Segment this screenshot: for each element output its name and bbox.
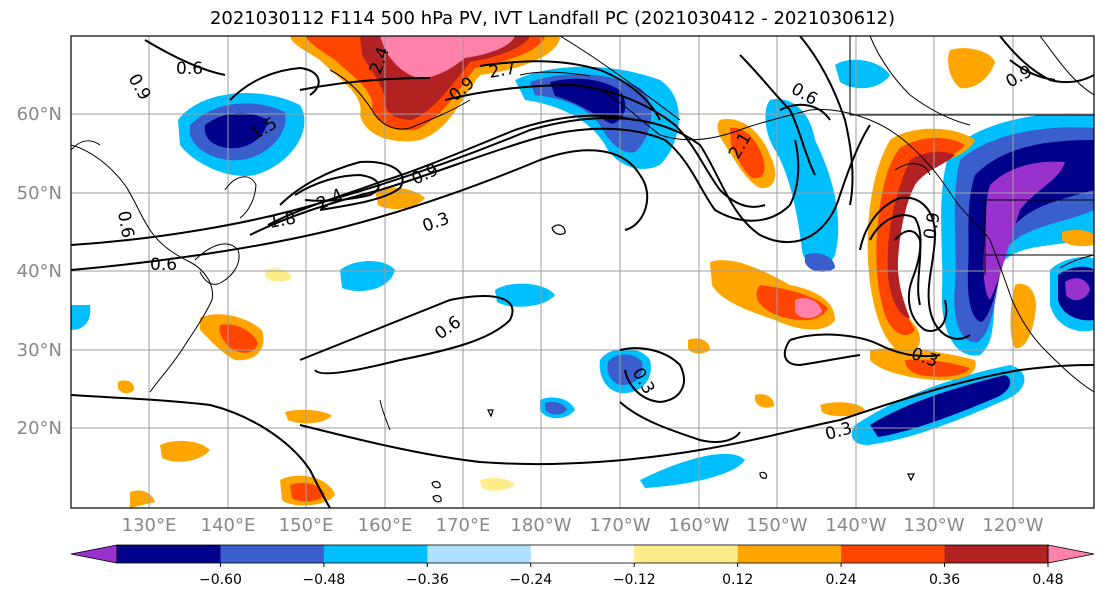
colorbar: −0.60 −0.48 −0.36 −0.24 −0.12 0.12 0.24 0.36 0.4…	[70, 544, 1095, 588]
map-title: 2021030112 F114 500 hPa PV, IVT Landfall…	[209, 8, 896, 29]
lon-label: 130°E	[122, 515, 177, 536]
lon-label: 130°W	[903, 515, 964, 536]
longitude-labels: 130°E 140°E 150°E 160°E 170°E 180°W 170°…	[122, 515, 1044, 536]
latitude-labels: 60°N 50°N 40°N 30°N 20°N	[17, 104, 62, 439]
pv-contours-thin	[559, 36, 931, 176]
positive-anomaly-fills	[118, 36, 1094, 508]
colorbar-swatch	[944, 545, 1049, 563]
contour-label: 0.6	[150, 255, 177, 275]
colorbar-tick-label: −0.24	[509, 572, 552, 588]
colorbar-swatch	[70, 544, 118, 564]
lon-label: 160°W	[668, 515, 729, 536]
lon-label: 170°E	[436, 515, 491, 536]
colorbar-tick-label: −0.60	[199, 572, 242, 588]
lat-label: 60°N	[17, 104, 62, 125]
colorbar-swatch	[841, 545, 946, 563]
colorbar-tick-label: −0.48	[302, 572, 345, 588]
coastlines	[71, 36, 1094, 431]
lon-label: 140°W	[825, 515, 886, 536]
lon-label: 150°E	[279, 515, 334, 536]
lat-label: 30°N	[17, 340, 62, 361]
contour-label: 2.7	[487, 59, 517, 83]
colorbar-swatch	[427, 545, 532, 563]
contour-label: 0.6	[176, 59, 203, 79]
contour-label: 0.6	[113, 209, 137, 239]
lon-label: 170°W	[589, 515, 650, 536]
lat-label: 50°N	[17, 183, 62, 204]
lon-label: 180°W	[510, 515, 571, 536]
lon-label: 120°W	[982, 515, 1043, 536]
colorbar-tick-label: 0.12	[722, 572, 753, 588]
islands	[431, 224, 915, 503]
colorbar-tick-label: 0.24	[826, 572, 857, 588]
colorbar-swatch	[1047, 544, 1095, 564]
colorbar-tick-label: 0.36	[929, 572, 960, 588]
plot-frame	[70, 35, 1095, 509]
colorbar-swatch	[117, 545, 221, 563]
political-borders	[849, 36, 1094, 275]
lat-label: 20°N	[17, 418, 62, 439]
colorbar-swatch	[220, 545, 325, 563]
colorbar-outline	[116, 544, 1049, 564]
contour-label: 0.9	[920, 211, 944, 241]
colorbar-swatch	[530, 545, 635, 563]
lat-label: 40°N	[17, 261, 62, 282]
lon-label: 150°W	[746, 515, 807, 536]
colorbar-tick-label: −0.12	[613, 572, 656, 588]
colorbar-swatch	[323, 545, 428, 563]
contour-label: 1.8	[267, 209, 297, 233]
colorbar-tick-label: −0.36	[406, 572, 449, 588]
pv-contours	[71, 36, 1094, 508]
colorbar-swatch	[737, 545, 842, 563]
lon-label: 140°E	[201, 515, 256, 536]
colorbar-tick-label: 0.48	[1032, 572, 1063, 588]
lon-label: 160°E	[358, 515, 413, 536]
colorbar-swatch	[634, 545, 739, 563]
